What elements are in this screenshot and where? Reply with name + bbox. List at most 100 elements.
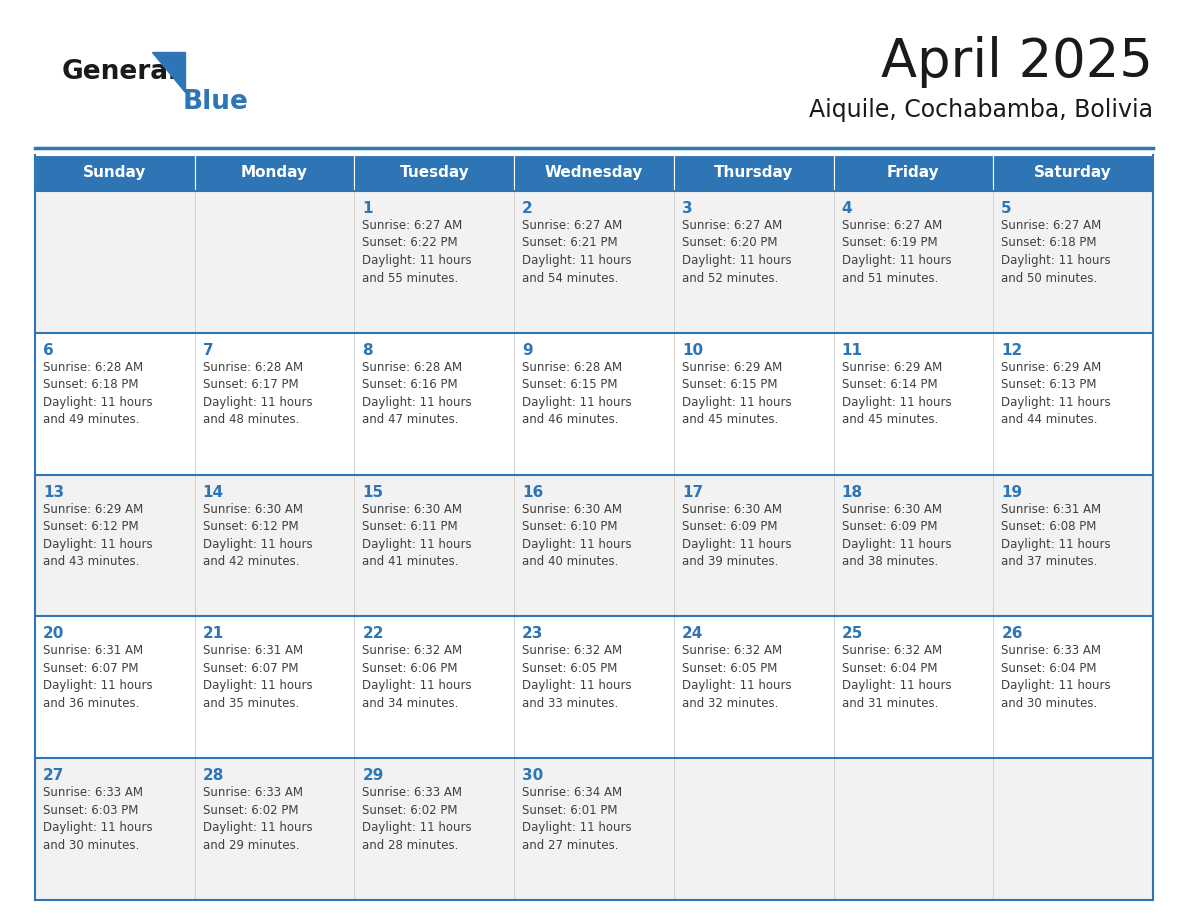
Text: Sunrise: 6:30 AM
Sunset: 6:09 PM
Daylight: 11 hours
and 38 minutes.: Sunrise: 6:30 AM Sunset: 6:09 PM Dayligh… — [841, 502, 952, 568]
Bar — [195, 475, 354, 616]
Text: Sunrise: 6:30 AM
Sunset: 6:12 PM
Daylight: 11 hours
and 42 minutes.: Sunrise: 6:30 AM Sunset: 6:12 PM Dayligh… — [203, 502, 312, 568]
Bar — [514, 333, 674, 475]
Bar — [834, 333, 993, 475]
Bar — [993, 616, 1154, 758]
Bar — [34, 758, 195, 900]
Bar — [674, 758, 834, 900]
Text: 11: 11 — [841, 342, 862, 358]
Text: Sunrise: 6:28 AM
Sunset: 6:18 PM
Daylight: 11 hours
and 49 minutes.: Sunrise: 6:28 AM Sunset: 6:18 PM Dayligh… — [43, 361, 152, 426]
Text: Sunrise: 6:27 AM
Sunset: 6:22 PM
Daylight: 11 hours
and 55 minutes.: Sunrise: 6:27 AM Sunset: 6:22 PM Dayligh… — [362, 219, 472, 285]
Text: Tuesday: Tuesday — [399, 165, 469, 181]
Bar — [514, 155, 674, 191]
Text: 28: 28 — [203, 768, 225, 783]
Text: 12: 12 — [1001, 342, 1023, 358]
Bar — [834, 616, 993, 758]
Text: 2: 2 — [523, 201, 533, 216]
Bar — [195, 191, 354, 333]
Text: Wednesday: Wednesday — [545, 165, 643, 181]
Text: Sunrise: 6:32 AM
Sunset: 6:05 PM
Daylight: 11 hours
and 33 minutes.: Sunrise: 6:32 AM Sunset: 6:05 PM Dayligh… — [523, 644, 632, 710]
Text: 24: 24 — [682, 626, 703, 642]
Bar — [195, 616, 354, 758]
Bar — [34, 155, 195, 191]
Text: Thursday: Thursday — [714, 165, 794, 181]
Text: Sunrise: 6:27 AM
Sunset: 6:20 PM
Daylight: 11 hours
and 52 minutes.: Sunrise: 6:27 AM Sunset: 6:20 PM Dayligh… — [682, 219, 791, 285]
Text: 16: 16 — [523, 485, 543, 499]
Text: 3: 3 — [682, 201, 693, 216]
Text: 21: 21 — [203, 626, 225, 642]
Text: Blue: Blue — [183, 89, 248, 115]
Text: 19: 19 — [1001, 485, 1023, 499]
Bar — [993, 191, 1154, 333]
Bar — [354, 475, 514, 616]
Bar — [674, 333, 834, 475]
Text: Sunrise: 6:30 AM
Sunset: 6:10 PM
Daylight: 11 hours
and 40 minutes.: Sunrise: 6:30 AM Sunset: 6:10 PM Dayligh… — [523, 502, 632, 568]
Text: 4: 4 — [841, 201, 852, 216]
Text: Sunrise: 6:28 AM
Sunset: 6:17 PM
Daylight: 11 hours
and 48 minutes.: Sunrise: 6:28 AM Sunset: 6:17 PM Dayligh… — [203, 361, 312, 426]
Text: Sunrise: 6:28 AM
Sunset: 6:15 PM
Daylight: 11 hours
and 46 minutes.: Sunrise: 6:28 AM Sunset: 6:15 PM Dayligh… — [523, 361, 632, 426]
Bar — [514, 616, 674, 758]
Bar — [514, 758, 674, 900]
Text: Sunrise: 6:31 AM
Sunset: 6:07 PM
Daylight: 11 hours
and 36 minutes.: Sunrise: 6:31 AM Sunset: 6:07 PM Dayligh… — [43, 644, 152, 710]
Bar — [195, 333, 354, 475]
Bar — [674, 616, 834, 758]
Text: Sunrise: 6:29 AM
Sunset: 6:12 PM
Daylight: 11 hours
and 43 minutes.: Sunrise: 6:29 AM Sunset: 6:12 PM Dayligh… — [43, 502, 152, 568]
Text: Sunrise: 6:27 AM
Sunset: 6:18 PM
Daylight: 11 hours
and 50 minutes.: Sunrise: 6:27 AM Sunset: 6:18 PM Dayligh… — [1001, 219, 1111, 285]
Text: 30: 30 — [523, 768, 543, 783]
Text: 15: 15 — [362, 485, 384, 499]
Bar — [993, 475, 1154, 616]
Text: 14: 14 — [203, 485, 223, 499]
Bar — [354, 616, 514, 758]
Text: Sunrise: 6:30 AM
Sunset: 6:09 PM
Daylight: 11 hours
and 39 minutes.: Sunrise: 6:30 AM Sunset: 6:09 PM Dayligh… — [682, 502, 791, 568]
Text: 26: 26 — [1001, 626, 1023, 642]
Text: 20: 20 — [43, 626, 64, 642]
Text: Sunrise: 6:27 AM
Sunset: 6:19 PM
Daylight: 11 hours
and 51 minutes.: Sunrise: 6:27 AM Sunset: 6:19 PM Dayligh… — [841, 219, 952, 285]
Text: Monday: Monday — [241, 165, 308, 181]
Text: 27: 27 — [43, 768, 64, 783]
Text: 5: 5 — [1001, 201, 1012, 216]
Bar — [34, 333, 195, 475]
Bar — [993, 758, 1154, 900]
Bar — [34, 616, 195, 758]
Text: April 2025: April 2025 — [881, 36, 1154, 88]
Text: 22: 22 — [362, 626, 384, 642]
Text: 29: 29 — [362, 768, 384, 783]
Text: 23: 23 — [523, 626, 544, 642]
Text: Sunrise: 6:32 AM
Sunset: 6:05 PM
Daylight: 11 hours
and 32 minutes.: Sunrise: 6:32 AM Sunset: 6:05 PM Dayligh… — [682, 644, 791, 710]
Text: Sunrise: 6:29 AM
Sunset: 6:13 PM
Daylight: 11 hours
and 44 minutes.: Sunrise: 6:29 AM Sunset: 6:13 PM Dayligh… — [1001, 361, 1111, 426]
Text: Sunrise: 6:30 AM
Sunset: 6:11 PM
Daylight: 11 hours
and 41 minutes.: Sunrise: 6:30 AM Sunset: 6:11 PM Dayligh… — [362, 502, 472, 568]
Text: Aiquile, Cochabamba, Bolivia: Aiquile, Cochabamba, Bolivia — [809, 98, 1154, 122]
Text: 1: 1 — [362, 201, 373, 216]
Text: 17: 17 — [682, 485, 703, 499]
Bar — [354, 758, 514, 900]
Text: 8: 8 — [362, 342, 373, 358]
Text: Sunrise: 6:31 AM
Sunset: 6:07 PM
Daylight: 11 hours
and 35 minutes.: Sunrise: 6:31 AM Sunset: 6:07 PM Dayligh… — [203, 644, 312, 710]
Text: 13: 13 — [43, 485, 64, 499]
Text: Saturday: Saturday — [1035, 165, 1112, 181]
Bar — [993, 155, 1154, 191]
Bar — [834, 475, 993, 616]
Text: General: General — [62, 59, 178, 85]
Text: Sunrise: 6:32 AM
Sunset: 6:06 PM
Daylight: 11 hours
and 34 minutes.: Sunrise: 6:32 AM Sunset: 6:06 PM Dayligh… — [362, 644, 472, 710]
Text: Sunrise: 6:33 AM
Sunset: 6:04 PM
Daylight: 11 hours
and 30 minutes.: Sunrise: 6:33 AM Sunset: 6:04 PM Dayligh… — [1001, 644, 1111, 710]
Text: Sunday: Sunday — [83, 165, 146, 181]
Text: Sunrise: 6:33 AM
Sunset: 6:02 PM
Daylight: 11 hours
and 29 minutes.: Sunrise: 6:33 AM Sunset: 6:02 PM Dayligh… — [203, 786, 312, 852]
Text: 10: 10 — [682, 342, 703, 358]
Bar — [834, 155, 993, 191]
Text: 18: 18 — [841, 485, 862, 499]
Bar — [514, 475, 674, 616]
Text: 25: 25 — [841, 626, 862, 642]
Bar — [674, 191, 834, 333]
Bar — [514, 191, 674, 333]
Bar — [354, 333, 514, 475]
Polygon shape — [152, 52, 185, 92]
Bar — [195, 155, 354, 191]
Bar — [34, 475, 195, 616]
Text: 6: 6 — [43, 342, 53, 358]
Text: Sunrise: 6:32 AM
Sunset: 6:04 PM
Daylight: 11 hours
and 31 minutes.: Sunrise: 6:32 AM Sunset: 6:04 PM Dayligh… — [841, 644, 952, 710]
Text: 7: 7 — [203, 342, 214, 358]
Text: Sunrise: 6:29 AM
Sunset: 6:15 PM
Daylight: 11 hours
and 45 minutes.: Sunrise: 6:29 AM Sunset: 6:15 PM Dayligh… — [682, 361, 791, 426]
Bar — [354, 191, 514, 333]
Text: Sunrise: 6:28 AM
Sunset: 6:16 PM
Daylight: 11 hours
and 47 minutes.: Sunrise: 6:28 AM Sunset: 6:16 PM Dayligh… — [362, 361, 472, 426]
Text: Sunrise: 6:33 AM
Sunset: 6:02 PM
Daylight: 11 hours
and 28 minutes.: Sunrise: 6:33 AM Sunset: 6:02 PM Dayligh… — [362, 786, 472, 852]
Text: Sunrise: 6:34 AM
Sunset: 6:01 PM
Daylight: 11 hours
and 27 minutes.: Sunrise: 6:34 AM Sunset: 6:01 PM Dayligh… — [523, 786, 632, 852]
